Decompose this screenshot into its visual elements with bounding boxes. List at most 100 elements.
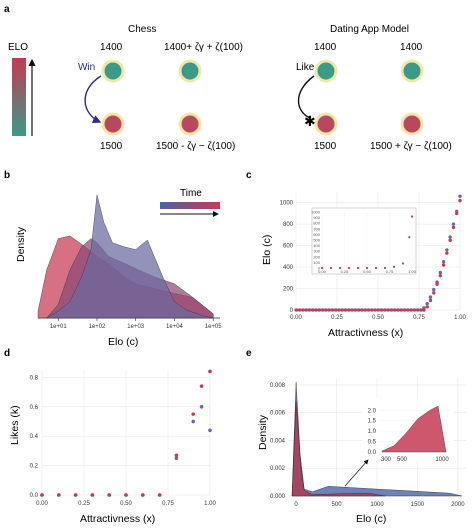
inset-y-tick-0: 0.0 [368,450,377,456]
point-zero-red [390,308,394,312]
panel-label-b: b [4,170,10,181]
x-tick-label-0: 0 [294,502,298,508]
point-zero-red [321,308,325,312]
panel-b-xlabel: Elo (c) [108,336,138,348]
point-s0-8 [448,235,452,239]
inset-point-9 [401,262,405,265]
y-tick-label-1: 200 [283,287,294,293]
panel-label-c: c [246,170,252,181]
point-zero-red [314,308,318,312]
x-tick-label-0: 0.00 [290,315,302,321]
point-zero-red [337,308,341,312]
point-zero-red [344,308,348,312]
panel-b-legend-title: Time [180,188,202,199]
inset-y-tick-4: 2.0 [368,408,377,414]
point-s0-2 [428,295,433,299]
point-s1-1 [57,493,61,497]
point-s0-5 [438,270,443,275]
point-s1-6 [141,493,145,497]
inset-point-3 [347,266,351,270]
inset-x-tick-2: 1000 [435,457,449,463]
inset-y-tick-7: 700 [313,226,320,231]
chess-bottom-left-label: 1500 [100,141,123,152]
point-s0-9 [191,419,195,424]
point-s1-3 [90,493,95,497]
point-s1-0 [40,493,44,497]
x-tick-label-3: 0.75 [413,315,425,321]
dating-node-top-right [400,59,424,83]
dating-bottom-left-label: 1500 [314,141,337,152]
point-s1-8 [448,238,452,242]
panel-c-xlabel: Attractivness (x) [328,327,403,339]
chess-node-bottom-left [101,112,125,136]
chess-action-label: Win [78,62,95,73]
x-tick-label-4: 1.00 [204,501,216,507]
point-s1-10 [455,211,459,216]
panel-e-inset-content: 0.0 0.5 1.0 1.5 2.0 300 500 1000 [368,405,450,463]
inset-y-tick-2: 200 [313,254,320,259]
point-s1-2 [73,493,78,497]
dating-node-top-left [314,59,338,83]
x-tick-label-4: 2000 [451,502,465,508]
point-zero-red [327,308,331,312]
density-area-0 [291,382,463,497]
point-zero-red [350,308,354,312]
point-zero-red [370,308,374,312]
point-zero-red [386,308,391,312]
y-tick-label-1: 0.2 [30,464,39,470]
inset-x-tick-1: 0.25 [341,269,350,274]
point-zero-red [399,308,404,312]
inset-point-11 [410,215,414,218]
chess-title: Chess [128,24,156,35]
point-s1-4 [435,282,439,286]
inset-point-6 [374,266,378,270]
point-s0-1 [425,301,429,306]
y-tick-label-0: 0.0 [30,493,39,499]
point-zero-red [360,308,364,312]
point-zero-red [334,308,338,312]
point-s1-1 [425,305,429,309]
y-tick-label-1: 0.002 [270,466,286,472]
y-tick-label-4: 0.8 [30,375,39,381]
y-tick-label-0: 0.000 [270,494,286,500]
chess-bottom-right-label: 1500 - ζγ − ζ(100) [156,141,235,152]
density-area-0 [46,194,214,319]
inset-y-tick-9: 900 [313,215,320,220]
point-zero-red [373,308,377,312]
point-zero-red [340,308,345,312]
chess-top-left-label: 1400 [100,42,123,53]
point-s1-9 [451,225,456,230]
point-zero-red [298,308,302,312]
inset-point-0 [320,266,324,270]
inset-point-5 [365,266,369,270]
point-s1-11 [208,369,212,374]
panel-label-a: a [4,4,10,15]
point-s0-11 [208,428,212,433]
inset-x-tick-4: 1.00 [408,269,417,274]
point-s1-6 [441,263,446,267]
chess-node-bottom-right [178,112,202,136]
inset-y-tick-4: 400 [313,243,320,248]
panel-e-inset-arrow [344,459,369,487]
point-s0-3 [432,287,436,292]
inset-y-tick-10: 1000 [311,210,321,215]
point-zero-red [311,308,315,312]
chess-top-right-label: 1400+ ζγ + ζ(100) [164,42,243,53]
y-tick-label-2: 0.4 [30,434,39,440]
x-tick-label-3: 1500 [411,502,425,508]
point-zero-red [324,308,328,312]
panel-label-d: d [4,348,10,359]
point-s0-10 [199,404,204,409]
x-tick-label-3: 0.75 [162,501,174,507]
dating-action-label: Like [296,62,315,73]
inset-y-tick-8: 800 [313,221,320,226]
point-s1-10 [199,384,204,388]
panel-b-ylabel: Density [15,226,27,262]
panel-e-areas [291,382,463,497]
panel-label-e: e [246,348,252,359]
panel-b-legend-gradient [160,202,220,209]
panel-d-points [40,369,212,497]
point-zero-red [354,308,358,312]
x-tick-label-2: 0.50 [372,315,384,321]
